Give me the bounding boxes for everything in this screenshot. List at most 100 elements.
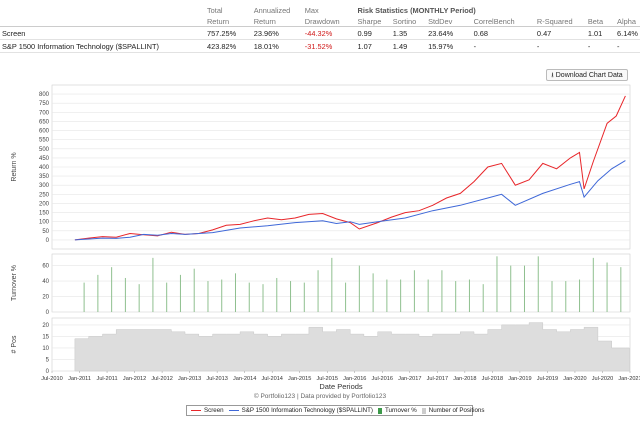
col-r-squared: R-Squared	[534, 15, 586, 27]
y-tick-label: 0	[46, 310, 50, 316]
turnover-bar	[551, 281, 553, 312]
turnover-bar	[152, 257, 154, 312]
alpha: -	[615, 39, 640, 53]
turnover-bar	[400, 279, 402, 312]
chart-area: 0501001502002503003504004505005506006507…	[11, 84, 640, 391]
x-tick-label: Jul-2010	[41, 376, 62, 382]
turnover-bar	[234, 273, 236, 312]
col-name	[0, 15, 205, 27]
series-line	[74, 160, 626, 241]
turnover-bar	[427, 279, 429, 312]
chart-legend: Screen S&P 1500 Information Technology ($…	[186, 405, 484, 416]
turnover-bar	[290, 281, 292, 312]
x-axis-label: Date Periods	[319, 382, 363, 391]
x-tick-label: Jul-2013	[206, 376, 227, 382]
turnover-bar	[262, 284, 264, 312]
stddev: 15.97%	[426, 39, 472, 53]
correlbench: 0.68	[471, 26, 535, 40]
x-tick-label: Jan-2015	[288, 376, 311, 382]
r-squared: -	[534, 39, 586, 53]
y-axis-label: # Pos	[11, 335, 18, 353]
max-drawdown: -31.52%	[302, 39, 356, 53]
x-tick-label: Jan-2019	[508, 376, 531, 382]
y-tick-label: 600	[39, 129, 50, 135]
turnover-bar	[482, 284, 484, 312]
turnover-bar	[111, 267, 113, 312]
turnover-bar	[620, 267, 622, 312]
legend-item[interactable]: S&P 1500 Information Technology ($SPALLI…	[228, 406, 373, 415]
y-tick-label: 300	[39, 183, 50, 189]
x-tick-label: Jan-2021	[618, 376, 640, 382]
download-icon: ⭳	[551, 72, 554, 79]
legend-item[interactable]: Screen	[191, 406, 224, 415]
alpha: 6.14%	[615, 26, 640, 40]
y-tick-label: 40	[42, 279, 49, 285]
plot-frame	[51, 253, 631, 313]
turnover-bar	[358, 265, 360, 312]
turnover-bar	[496, 256, 498, 312]
col-sortino: Sortino	[390, 15, 427, 27]
x-tick-label: Jul-2018	[482, 376, 503, 382]
header-total: Total	[206, 6, 223, 15]
row-name: Screen	[0, 26, 205, 40]
legend-item[interactable]: Number of Positions	[421, 406, 484, 415]
turnover-bar	[386, 279, 388, 312]
y-tick-label: 10	[42, 346, 49, 352]
correlbench: -	[471, 39, 535, 53]
turnover-bar	[510, 265, 512, 312]
turnover-bar	[317, 270, 319, 312]
legend-swatch	[378, 407, 382, 414]
col-sharpe: Sharpe	[355, 15, 391, 27]
total-return: 757.25%	[204, 26, 252, 40]
x-tick-label: Jul-2016	[372, 376, 393, 382]
stddev: 23.64%	[426, 26, 472, 40]
x-tick-label: Jan-2017	[398, 376, 421, 382]
y-tick-label: 250	[39, 192, 50, 198]
turnover-bar	[455, 281, 457, 312]
col-total-return: Return	[204, 15, 252, 27]
series-line	[74, 95, 626, 241]
legend-swatch	[421, 407, 426, 414]
turnover-bar	[179, 274, 181, 312]
turnover-bar	[331, 257, 333, 312]
x-tick-label: Jan-2012	[123, 376, 146, 382]
y-tick-label: 400	[39, 165, 50, 171]
table-row: Screen 757.25% 23.96% -44.32% 0.99 1.35 …	[0, 26, 640, 40]
y-tick-label: 500	[39, 147, 50, 153]
sharpe: 0.99	[355, 26, 391, 40]
x-tick-label: Jul-2014	[261, 376, 282, 382]
turnover-bar	[207, 281, 209, 312]
x-tick-label: Jul-2019	[537, 376, 558, 382]
col-stddev: StdDev	[426, 15, 472, 27]
legend-item[interactable]: Turnover %	[378, 406, 417, 415]
y-tick-label: 60	[42, 264, 49, 270]
risk-statistics-title: Risk Statistics (MONTHLY Period)	[357, 6, 476, 15]
col-annualized-return: Return	[251, 15, 303, 27]
r-squared: 0.47	[534, 26, 586, 40]
turnover-bar	[537, 256, 539, 312]
turnover-bar	[523, 265, 525, 312]
x-tick-label: Jan-2013	[178, 376, 201, 382]
x-tick-label: Jan-2011	[68, 376, 91, 382]
x-tick-label: Jan-2018	[453, 376, 476, 382]
positions-area	[74, 322, 630, 372]
download-chart-data-button[interactable]: ⭳ Download Chart Data	[546, 69, 628, 81]
turnover-bar	[303, 282, 305, 312]
y-axis-label: Return %	[11, 152, 18, 181]
turnover-bar	[413, 270, 415, 312]
turnover-bar	[138, 284, 140, 312]
table-row: S&P 1500 Information Technology ($SPALLI…	[0, 39, 640, 53]
y-tick-label: 800	[39, 92, 50, 98]
sortino: 1.35	[390, 26, 427, 40]
turnover-bar	[166, 282, 168, 312]
x-tick-label: Jul-2017	[427, 376, 448, 382]
x-tick-label: Jul-2020	[592, 376, 613, 382]
turnover-bar	[565, 281, 567, 312]
legend-label: Turnover %	[385, 407, 417, 414]
turnover-bar	[579, 279, 581, 312]
y-tick-label: 100	[39, 220, 50, 226]
legend-label: Screen	[204, 407, 224, 414]
legend-swatch	[228, 410, 239, 411]
sortino: 1.49	[390, 39, 427, 53]
turnover-bar	[606, 262, 608, 312]
